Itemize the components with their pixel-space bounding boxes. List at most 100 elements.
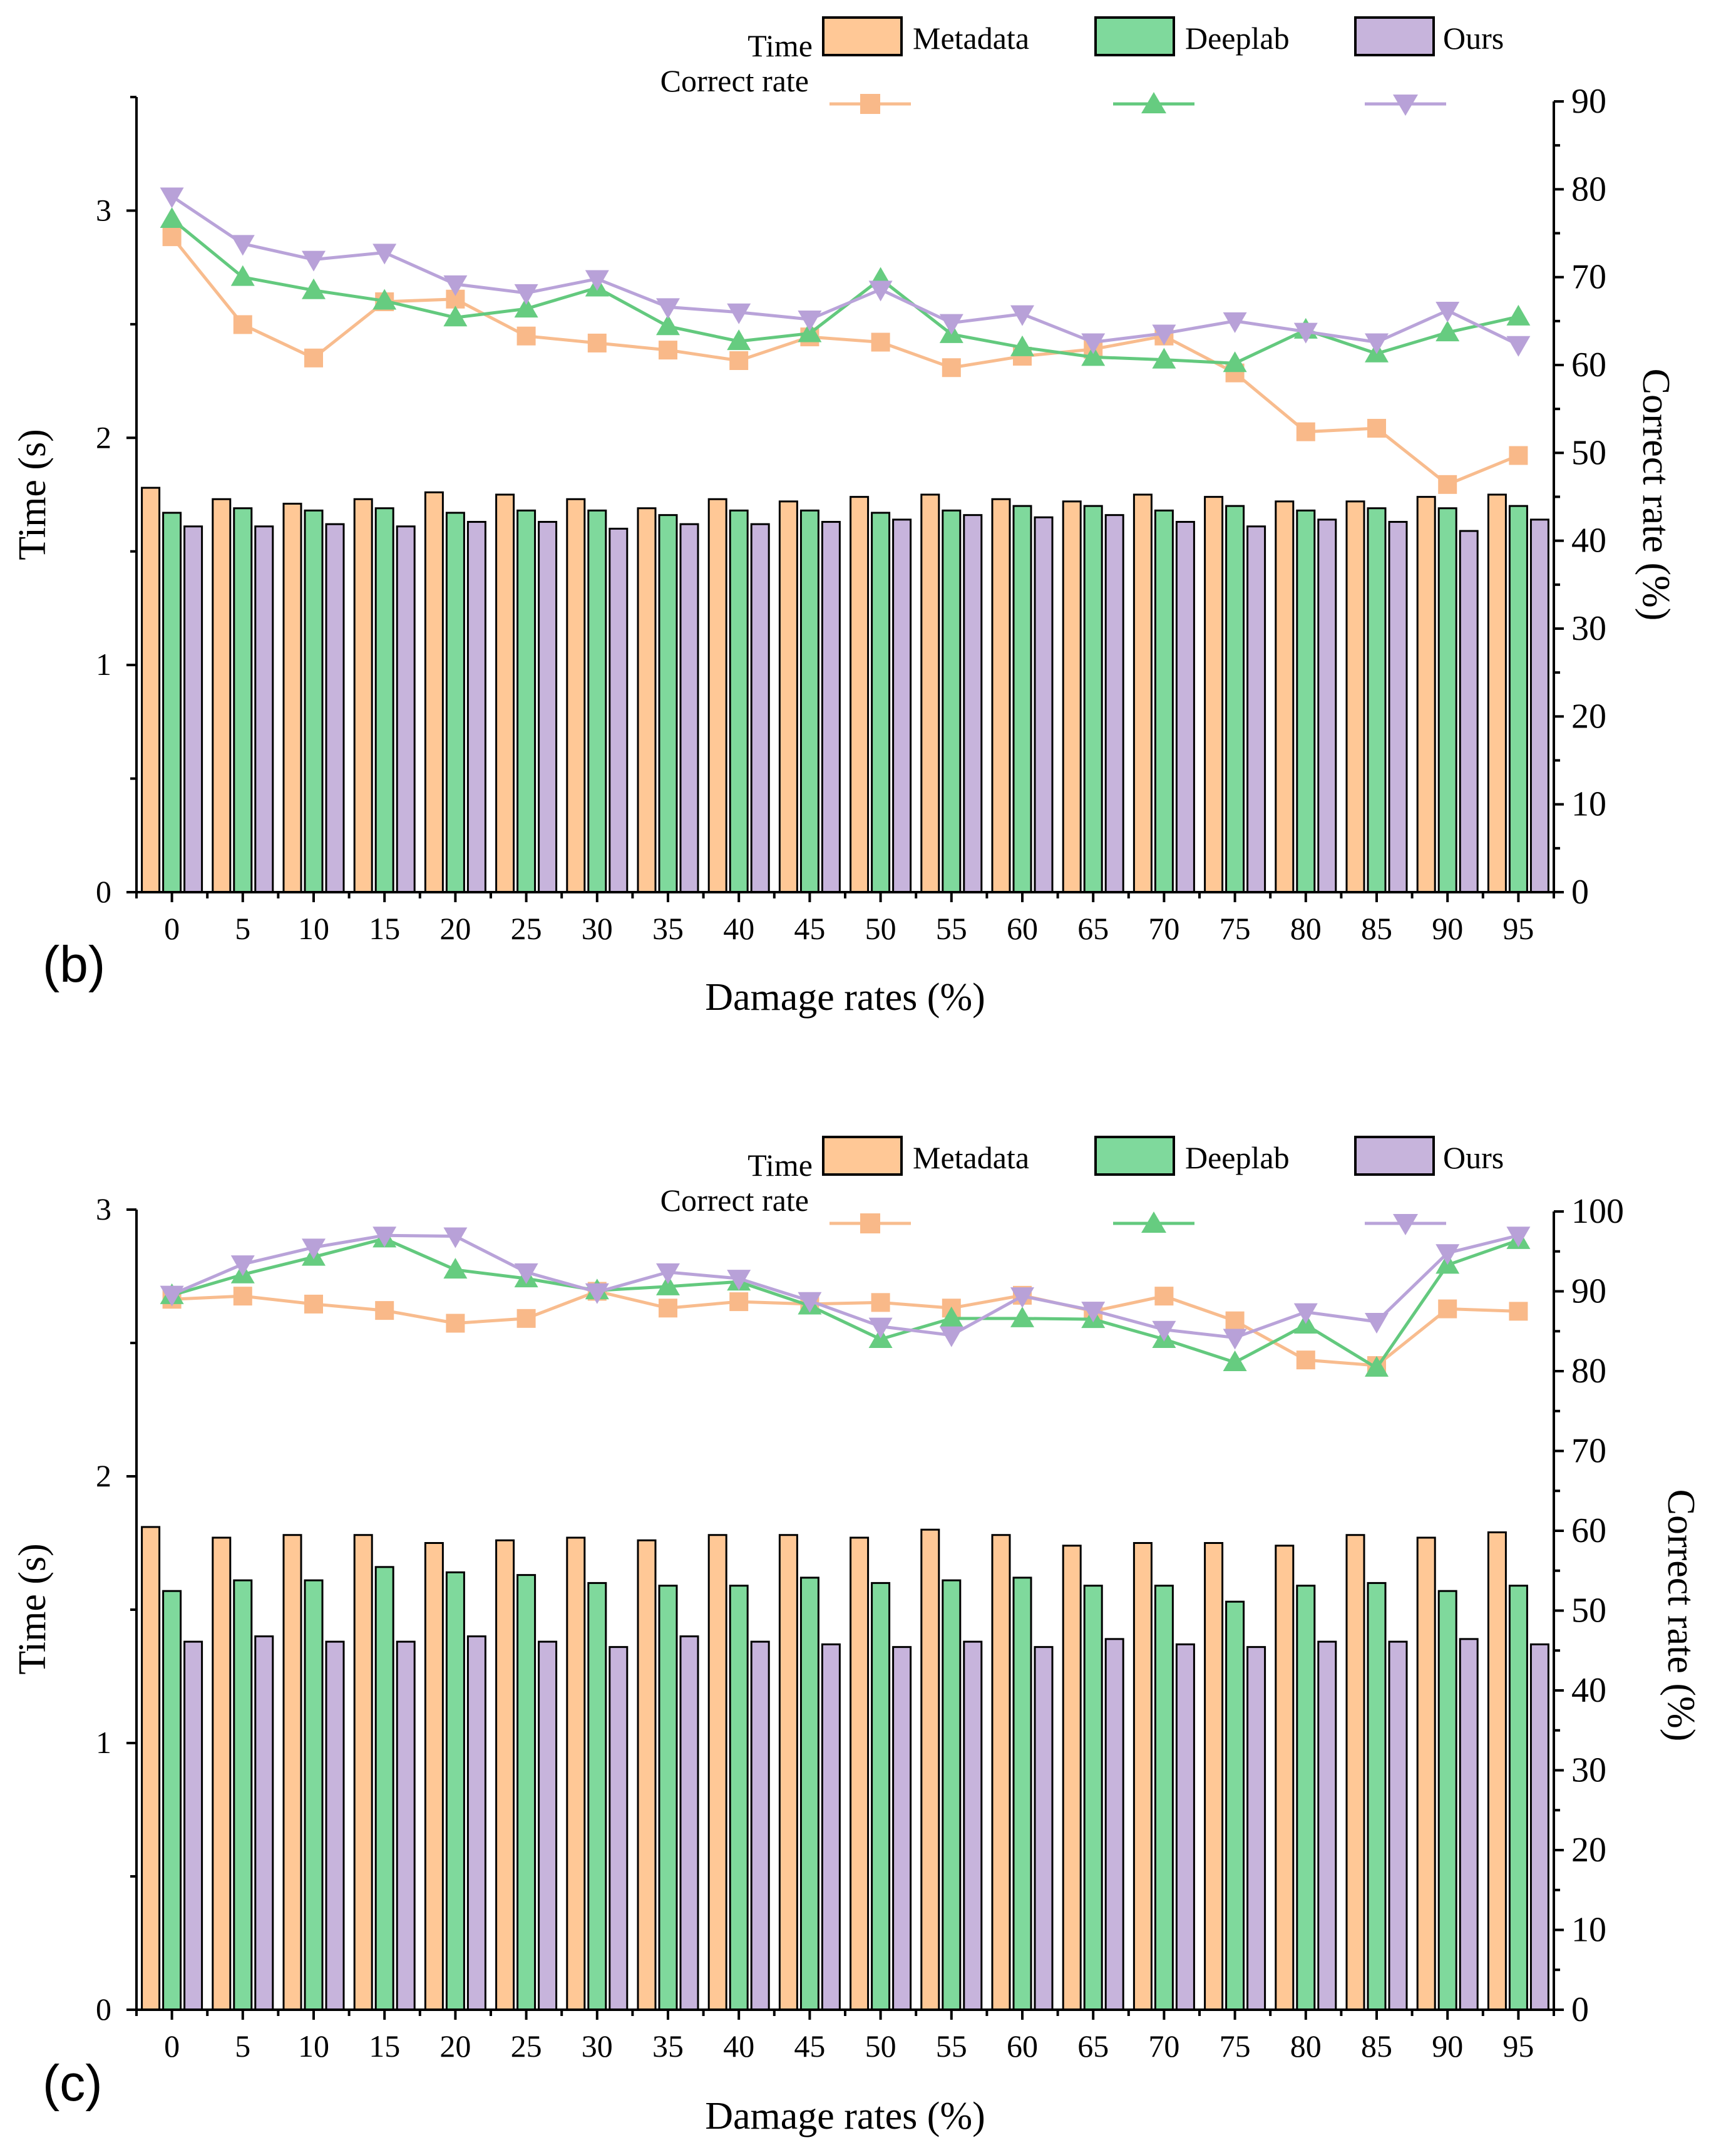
point-ours-75 — [1223, 1329, 1247, 1350]
x-tick-label: 75 — [1220, 2029, 1251, 2064]
point-ours-40 — [727, 303, 751, 324]
legend-line-metadata — [829, 1213, 911, 1233]
point-metadata-70 — [1154, 1287, 1174, 1306]
bar-ours-10 — [325, 523, 345, 893]
bar-metadata-50 — [850, 496, 870, 893]
legend-line-ours — [1365, 1214, 1446, 1235]
bar-metadata-30 — [566, 498, 586, 893]
bar-ours-55 — [963, 514, 983, 893]
bar-metadata-90 — [1416, 496, 1436, 893]
bar-metadata-25 — [495, 493, 515, 893]
bar-ours-35 — [679, 523, 699, 893]
bar-ours-40 — [750, 1640, 770, 2011]
bar-metadata-5 — [212, 498, 232, 893]
legend-label-metadata: Metadata — [913, 1140, 1029, 1175]
bar-metadata-35 — [637, 1539, 657, 2011]
point-metadata-90 — [1438, 1299, 1457, 1319]
bar-deeplab-5 — [233, 1579, 253, 2011]
x-tick-label: 20 — [439, 911, 471, 946]
legend-swatch-ours — [1354, 1136, 1435, 1176]
line-deeplab-correct-rate — [171, 1237, 1519, 1371]
point-metadata-10 — [304, 348, 323, 368]
bar-metadata-50 — [850, 1536, 870, 2011]
point-ours-0 — [160, 1285, 184, 1307]
y2-tick-label: 100 — [1571, 1192, 1624, 1231]
y-tick-label: 2 — [96, 1458, 111, 1493]
x-tick-label: 65 — [1077, 2029, 1109, 2064]
point-ours-90 — [1436, 301, 1460, 322]
bar-ours-85 — [1388, 521, 1408, 893]
point-deeplab-10 — [302, 278, 326, 299]
point-ours-50 — [868, 1317, 893, 1339]
panel-c-legend: Time Correct rate Metadata Deeplab Ours — [660, 1136, 1504, 1235]
bar-deeplab-80 — [1296, 509, 1316, 893]
point-metadata-85 — [1367, 419, 1386, 438]
bar-metadata-15 — [353, 1534, 373, 2011]
bar-deeplab-65 — [1083, 505, 1103, 893]
bar-deeplab-15 — [374, 1566, 394, 2011]
y2-tick-label: 10 — [1571, 785, 1606, 824]
point-metadata-50 — [871, 332, 890, 352]
legend-time-title: Time — [747, 28, 813, 63]
x-tick-label: 30 — [582, 2029, 613, 2064]
point-ours-95 — [1506, 1227, 1531, 1248]
point-deeplab-70 — [1152, 347, 1176, 369]
y-tick-label: 0 — [96, 1992, 111, 2027]
panel-b-marks — [141, 187, 1549, 893]
bar-ours-75 — [1246, 525, 1266, 893]
point-ours-15 — [372, 1227, 397, 1248]
point-ours-25 — [514, 1263, 538, 1284]
bar-ours-95 — [1529, 518, 1549, 893]
point-ours-90 — [1436, 1244, 1460, 1265]
point-metadata-35 — [659, 341, 677, 360]
point-deeplab-75 — [1223, 1350, 1247, 1371]
bar-ours-0 — [183, 525, 203, 893]
x-tick-label: 35 — [652, 2029, 684, 2064]
x-tick-label: 55 — [936, 911, 967, 946]
point-metadata-35 — [659, 1299, 677, 1318]
bar-ours-45 — [821, 1643, 841, 2011]
x-tick-label: 55 — [936, 2029, 967, 2064]
bar-deeplab-0 — [162, 512, 182, 893]
y-tick-label: 2 — [96, 419, 111, 455]
bar-ours-60 — [1034, 1646, 1054, 2011]
bar-metadata-95 — [1487, 1531, 1507, 2011]
panel-b-x-axis-title: Damage rates (%) — [705, 976, 985, 1019]
legend-line-metadata — [829, 94, 911, 114]
point-metadata-55 — [942, 358, 961, 378]
bar-ours-70 — [1175, 521, 1195, 893]
panel-c-label: (c) — [43, 2055, 103, 2112]
point-ours-20 — [443, 275, 468, 296]
bar-deeplab-70 — [1154, 1585, 1174, 2011]
y2-tick-label: 90 — [1571, 82, 1606, 121]
bar-ours-40 — [750, 523, 770, 893]
bar-metadata-45 — [778, 500, 798, 893]
x-tick-label: 10 — [298, 911, 329, 946]
line-metadata-correct-rate — [172, 1289, 1519, 1367]
bar-ours-85 — [1388, 1640, 1408, 2011]
y-tick-label: 1 — [96, 1725, 111, 1760]
point-metadata-25 — [516, 1309, 536, 1328]
x-tick-label: 95 — [1502, 911, 1534, 946]
bar-ours-30 — [609, 527, 629, 893]
point-deeplab-45 — [798, 321, 822, 342]
point-ours-95 — [1506, 336, 1531, 357]
x-tick-label: 30 — [582, 911, 613, 946]
point-deeplab-35 — [656, 1274, 680, 1295]
point-metadata-80 — [1296, 422, 1315, 441]
y2-tick-label: 40 — [1571, 1671, 1606, 1710]
point-metadata-10 — [304, 1294, 323, 1314]
bar-deeplab-95 — [1508, 505, 1528, 893]
bar-ours-10 — [325, 1640, 345, 2011]
legend-time-title: Time — [747, 1148, 813, 1183]
y2-tick-label: 40 — [1571, 522, 1606, 560]
point-deeplab-65 — [1081, 345, 1106, 366]
bar-deeplab-45 — [799, 509, 819, 893]
point-ours-15 — [372, 244, 397, 265]
bar-deeplab-30 — [587, 1582, 607, 2011]
bar-metadata-45 — [778, 1534, 798, 2011]
legend-label-deeplab: Deeplab — [1185, 21, 1290, 56]
point-deeplab-60 — [1010, 335, 1034, 356]
x-tick-label: 5 — [235, 2029, 250, 2064]
bar-deeplab-10 — [304, 509, 324, 893]
